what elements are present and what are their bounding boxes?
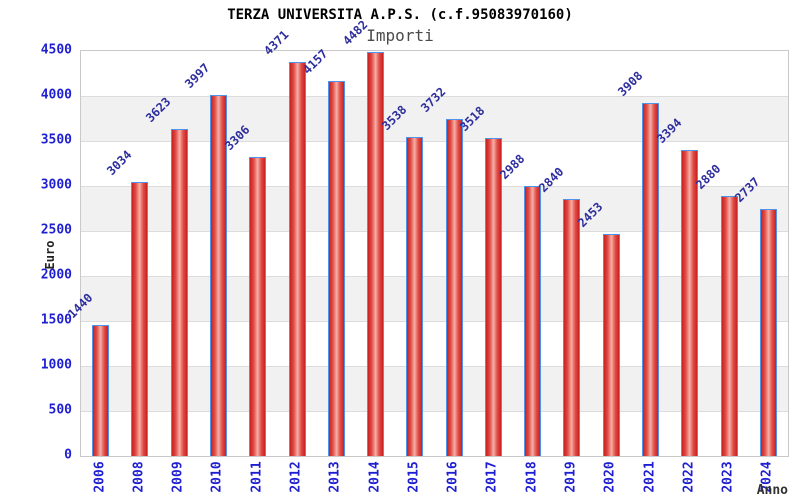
bar-2015 — [406, 136, 424, 456]
gridline-2000 — [81, 276, 788, 277]
x-tick-label-2017: 2017 — [484, 461, 500, 493]
gridline-2500 — [81, 231, 788, 232]
x-tick-label-2016: 2016 — [445, 461, 461, 493]
bar-2012 — [288, 61, 306, 456]
bar-2009 — [170, 128, 188, 456]
y-axis-title: Euro — [43, 240, 57, 270]
y-tick-label-1000: 1000 — [40, 357, 72, 373]
gridline-4000 — [81, 96, 788, 97]
plot-area — [80, 50, 789, 457]
chart-title: TERZA UNIVERSITA A.P.S. (c.f.95083970160… — [227, 7, 573, 23]
bar-2022 — [681, 149, 699, 456]
bar-2008 — [131, 181, 149, 456]
x-tick-label-2010: 2010 — [209, 461, 225, 493]
bar-2010 — [209, 95, 227, 456]
x-tick-label-2014: 2014 — [367, 461, 383, 493]
x-tick-label-2020: 2020 — [602, 461, 618, 493]
y-tick-label-3500: 3500 — [40, 132, 72, 148]
x-tick-label-2006: 2006 — [92, 461, 108, 493]
y-tick-label-3000: 3000 — [40, 177, 72, 193]
bar-2018 — [524, 186, 542, 456]
bar-2021 — [642, 103, 660, 456]
bar-2019 — [563, 199, 581, 456]
x-tick-label-2019: 2019 — [563, 461, 579, 493]
gridline-1500 — [81, 321, 788, 322]
bar-2013 — [327, 80, 345, 456]
x-tick-label-2009: 2009 — [170, 461, 186, 493]
x-tick-label-2015: 2015 — [406, 461, 422, 493]
x-tick-label-2008: 2008 — [131, 461, 147, 493]
x-axis-title: Anno — [756, 483, 788, 498]
bar-2011 — [249, 157, 267, 456]
gridline-3500 — [81, 141, 788, 142]
legend-series-label: Importi — [366, 26, 434, 45]
y-tick-label-2000: 2000 — [40, 267, 72, 283]
y-tick-label-2500: 2500 — [40, 222, 72, 238]
x-tick-label-2021: 2021 — [642, 461, 658, 493]
gridline-500 — [81, 411, 788, 412]
bar-2020 — [602, 234, 620, 456]
bar-2016 — [445, 119, 463, 456]
x-tick-label-2018: 2018 — [524, 461, 540, 493]
bar-2024 — [759, 208, 777, 456]
x-tick-label-2013: 2013 — [327, 461, 343, 493]
bar-2017 — [484, 138, 502, 456]
y-tick-label-4000: 4000 — [40, 87, 72, 103]
bar-2023 — [720, 195, 738, 456]
bar-2014 — [367, 51, 385, 456]
y-tick-label-0: 0 — [64, 447, 72, 463]
bar-2006 — [92, 325, 110, 456]
y-tick-label-500: 500 — [48, 402, 72, 418]
x-tick-label-2022: 2022 — [681, 461, 697, 493]
x-tick-label-2012: 2012 — [288, 461, 304, 493]
gridline-3000 — [81, 186, 788, 187]
x-tick-label-2023: 2023 — [720, 461, 736, 493]
x-tick-label-2011: 2011 — [249, 461, 265, 493]
y-tick-label-1500: 1500 — [40, 312, 72, 328]
gridline-1000 — [81, 366, 788, 367]
